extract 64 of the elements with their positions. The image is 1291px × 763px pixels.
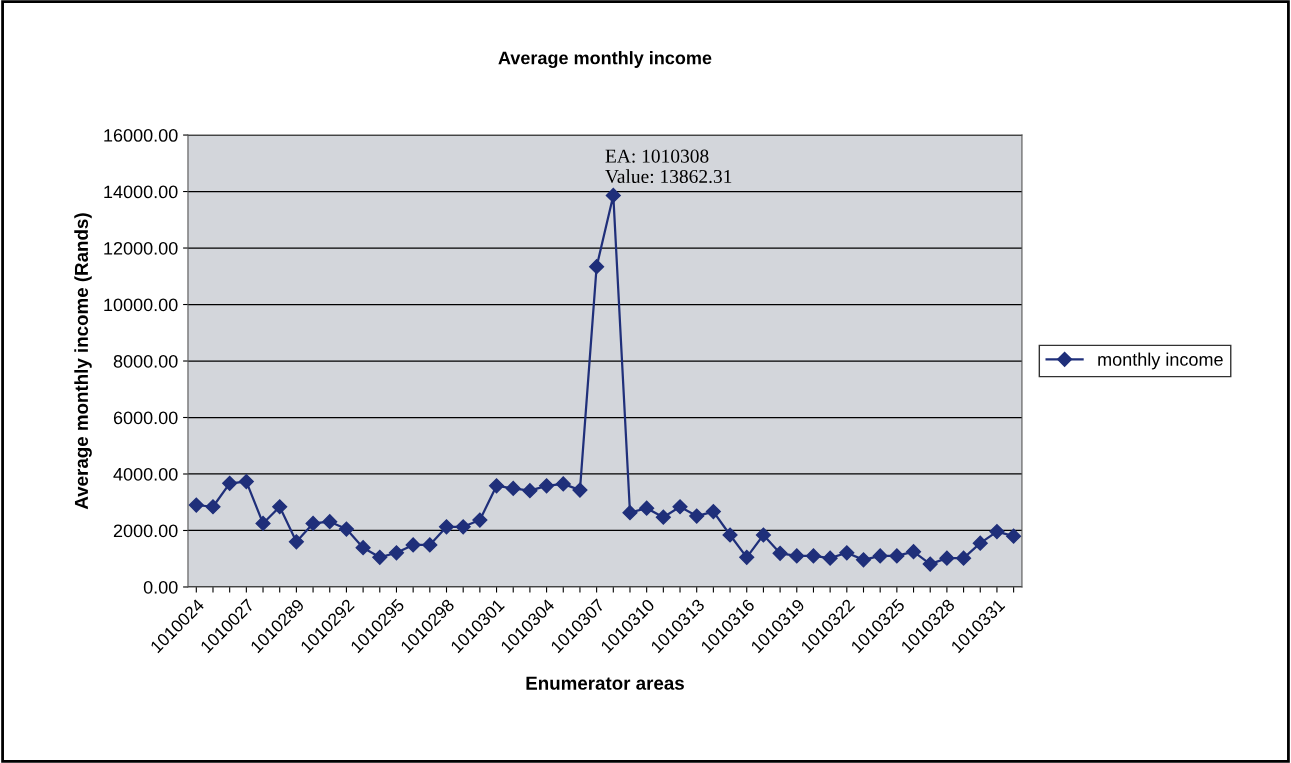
x-axis-title: Enumerator areas (526, 676, 684, 690)
point (989, 524, 1005, 540)
point (305, 515, 321, 531)
point (822, 550, 838, 566)
point (956, 550, 972, 566)
point (188, 497, 204, 513)
point (505, 480, 521, 496)
point (739, 549, 755, 565)
point (755, 527, 771, 543)
point (405, 537, 421, 553)
point (438, 519, 455, 535)
point (272, 499, 288, 515)
y-tick-label: 10000.00 (104, 298, 178, 312)
point (338, 521, 354, 537)
point (705, 503, 721, 520)
y-tick-label: 0.00 (143, 580, 178, 594)
y-tick-label: 2000.00 (113, 524, 178, 538)
point (789, 548, 805, 564)
point (555, 476, 571, 492)
y-tick-label: 16000.00 (104, 128, 178, 142)
point (622, 505, 638, 521)
point (488, 478, 505, 494)
point (772, 545, 788, 561)
chart-title: Average monthly income (498, 51, 712, 68)
y-tick-label: 8000.00 (113, 354, 178, 368)
y-tick-label: 4000.00 (113, 467, 178, 481)
point (205, 499, 221, 515)
point (972, 535, 988, 551)
point (922, 556, 938, 572)
point (855, 552, 872, 568)
point (222, 475, 238, 491)
point (839, 545, 855, 561)
point (1006, 528, 1022, 544)
point (522, 483, 538, 499)
point (905, 544, 922, 560)
point (422, 537, 438, 553)
point (238, 474, 254, 490)
point (672, 499, 688, 515)
point (388, 545, 405, 561)
y-tick-label: 6000.00 (113, 411, 178, 425)
point (455, 519, 471, 535)
point (288, 534, 304, 550)
y-tick-label: 14000.00 (104, 185, 178, 199)
legend-label: monthly income (1098, 352, 1223, 370)
point (639, 500, 655, 516)
point (722, 527, 738, 543)
point (472, 512, 488, 528)
point (572, 482, 588, 498)
point (805, 548, 822, 564)
point (605, 187, 621, 204)
point (372, 549, 388, 565)
point (939, 550, 955, 566)
point (872, 548, 888, 564)
point (655, 509, 671, 525)
point (355, 540, 371, 556)
annotation: EA: 1010308 Value: 13862.31 (605, 149, 732, 184)
point (889, 548, 905, 564)
point (539, 478, 555, 494)
y-axis-title: Average monthly income (Rands) (74, 213, 92, 510)
point (322, 514, 338, 530)
point (255, 515, 271, 531)
point (689, 508, 705, 524)
point (589, 259, 605, 275)
y-tick-label: 12000.00 (104, 241, 178, 255)
